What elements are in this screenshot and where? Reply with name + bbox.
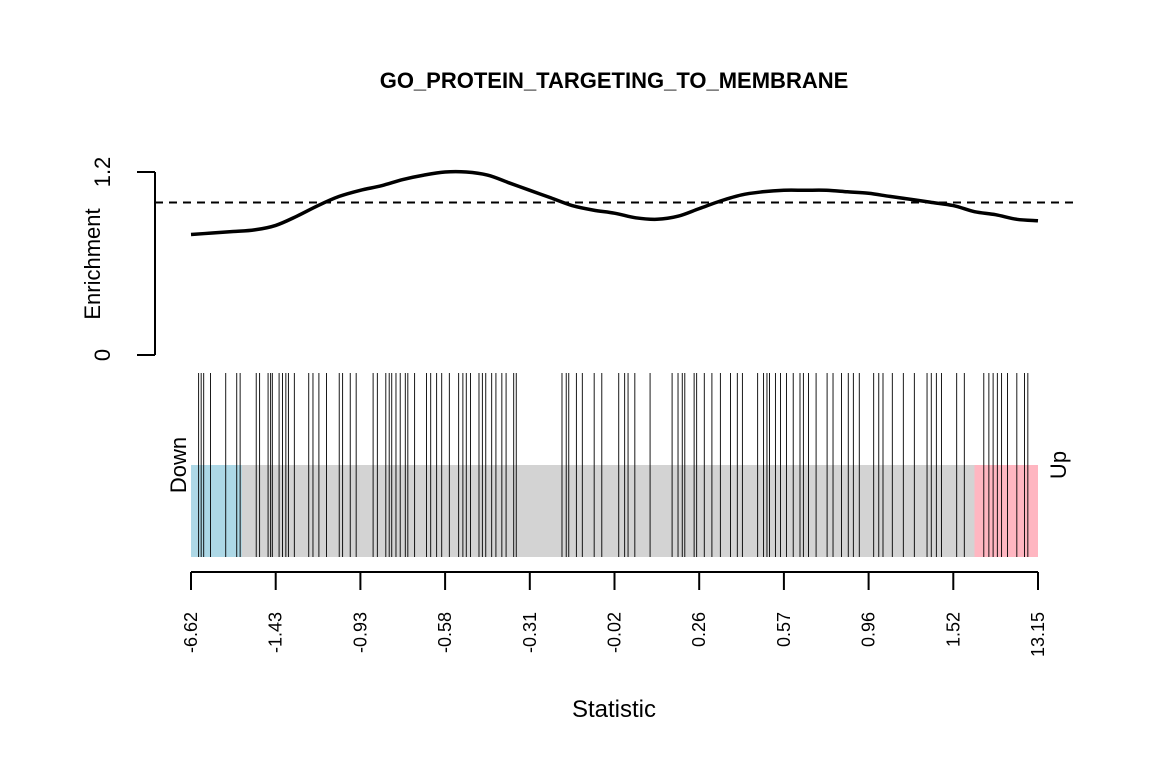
y-tick-label-bottom: 0 — [90, 349, 115, 361]
barcode-bars — [198, 373, 1029, 557]
x-tick-label: 0.96 — [859, 612, 879, 647]
x-tick-label: -1.43 — [266, 612, 286, 653]
x-tick-label: 0.26 — [689, 612, 709, 647]
x-tick-label: 0.57 — [774, 612, 794, 647]
x-tick-label: 1.52 — [943, 612, 963, 647]
x-axis-label: Statistic — [572, 696, 656, 723]
x-tick-label: -6.62 — [181, 612, 201, 653]
x-tick-label: 13.15 — [1028, 612, 1048, 657]
enrichment-curve — [190, 169, 1039, 237]
x-tick-label: -0.58 — [435, 612, 455, 653]
barcode-panel: Down Up — [166, 373, 1071, 557]
x-tick-label: -0.31 — [520, 612, 540, 653]
up-label: Up — [1046, 451, 1071, 479]
down-label: Down — [166, 437, 191, 493]
barcode-middle-region — [191, 465, 1038, 557]
x-tick-label: -0.02 — [605, 612, 625, 653]
x-ticks: -6.62 -1.43 -0.93 -0.58 -0.31 -0.02 0.26 0.57 0.… — [181, 572, 1048, 657]
y-axis-label: Enrichment — [80, 208, 105, 319]
chart-title: GO_PROTEIN_TARGETING_TO_MEMBRANE — [380, 68, 849, 93]
enrichment-panel: 1.2 0 Enrichment — [80, 157, 1075, 361]
x-axis: -6.62 -1.43 -0.93 -0.58 -0.31 -0.02 0.26 0.57 0.… — [181, 571, 1048, 723]
x-tick-label: -0.93 — [350, 612, 370, 653]
y-tick-label-top: 1.2 — [90, 157, 115, 188]
barcode-down-region — [191, 465, 242, 557]
